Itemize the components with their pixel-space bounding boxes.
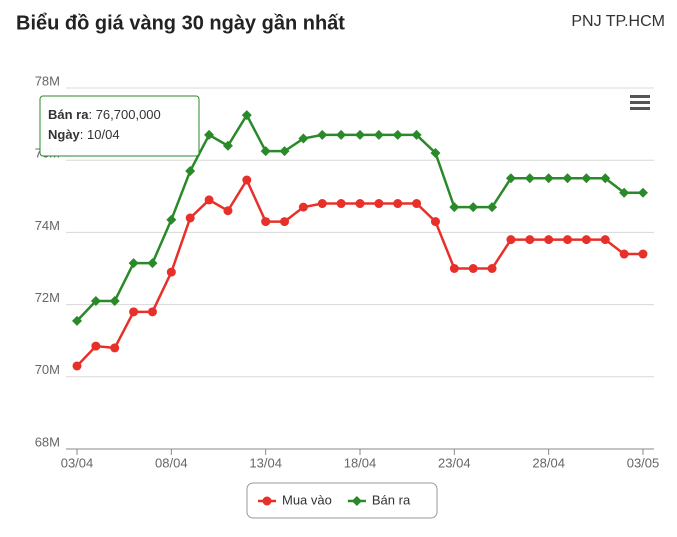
data-point: [619, 187, 630, 198]
data-point: [204, 129, 215, 140]
y-tick-label: 70M: [35, 362, 60, 377]
data-point: [449, 202, 460, 213]
data-point: [336, 199, 346, 209]
data-point: [487, 202, 498, 213]
legend-item[interactable]: Bán ra: [347, 492, 411, 507]
data-point: [298, 133, 309, 144]
data-point: [166, 267, 176, 277]
data-point: [487, 264, 497, 273]
tooltip-row: Ngày: 10/04: [48, 127, 120, 142]
data-point: [581, 235, 591, 245]
data-point: [109, 295, 120, 306]
x-tick-label: 03/04: [61, 455, 94, 470]
data-point: [128, 258, 139, 269]
data-point: [336, 129, 347, 140]
data-point: [317, 199, 327, 209]
x-tick-label: 03/05: [627, 455, 660, 470]
data-point: [506, 235, 516, 245]
data-point: [468, 264, 478, 273]
legend: Mua vào Bán ra: [246, 482, 438, 519]
data-point: [374, 199, 384, 209]
menu-icon[interactable]: [630, 95, 650, 110]
data-point: [524, 173, 535, 184]
data-point: [110, 343, 120, 353]
data-point: [430, 217, 440, 227]
x-tick-label: 18/04: [344, 455, 377, 470]
menu-bar[interactable]: [630, 107, 650, 110]
legend-label: Bán ra: [372, 492, 411, 507]
data-point: [166, 214, 177, 225]
data-point: [280, 217, 290, 227]
data-point: [600, 173, 611, 184]
legend-label: Mua vào: [282, 492, 332, 507]
data-point: [544, 235, 554, 245]
data-point: [468, 202, 479, 213]
data-point: [392, 129, 403, 140]
data-point: [638, 187, 648, 198]
data-point: [411, 129, 422, 140]
data-point: [619, 249, 629, 259]
tooltip-value: 10/04: [87, 127, 120, 142]
tooltip-box: [39, 95, 200, 157]
legend-box: [246, 482, 438, 519]
tooltip-value: 76,700,000: [96, 107, 161, 122]
data-point: [241, 110, 252, 121]
data-point: [261, 217, 271, 227]
legend-marker: [351, 496, 362, 506]
data-point: [581, 173, 592, 184]
y-tick-label: 78M: [35, 73, 60, 88]
data-point: [72, 315, 82, 326]
chart-subtitle: PNJ TP.HCM: [571, 13, 665, 30]
data-point: [505, 173, 516, 184]
data-point: [222, 140, 233, 151]
tooltip-label: Ngày: [48, 127, 81, 142]
data-point: [91, 341, 101, 351]
data-point: [90, 295, 101, 306]
data-point: [373, 129, 384, 140]
data-point: [355, 129, 365, 140]
data-point: [223, 206, 233, 216]
menu-bar[interactable]: [630, 95, 650, 98]
data-point: [185, 213, 195, 223]
data-point: [298, 202, 308, 212]
x-tick-label: 23/04: [438, 455, 471, 470]
legend-item[interactable]: Mua vào: [258, 492, 332, 507]
data-point: [600, 235, 610, 245]
data-point: [355, 199, 365, 209]
x-tick-label: 28/04: [532, 455, 565, 470]
data-point: [393, 199, 403, 209]
tooltip: Bán ra: 76,700,000 Ngày: 10/04: [39, 95, 200, 157]
x-tick-label: 13/04: [249, 455, 282, 470]
data-point: [525, 235, 535, 245]
legend-marker: [262, 496, 272, 506]
chart-title: Biểu đồ giá vàng 30 ngày gần nhất: [16, 12, 345, 34]
data-point: [543, 173, 554, 184]
data-point: [562, 173, 573, 184]
data-point: [563, 235, 573, 245]
data-point: [204, 195, 214, 205]
data-point: [638, 249, 648, 259]
tooltip-row: Bán ra: 76,700,000: [48, 107, 161, 122]
data-point: [242, 175, 252, 185]
data-point: [147, 258, 158, 269]
data-point: [72, 361, 82, 371]
tooltip-label: Bán ra: [48, 107, 89, 122]
y-tick-label: 68M: [35, 434, 60, 449]
data-point: [147, 307, 157, 317]
data-point: [129, 307, 139, 317]
data-point: [185, 166, 196, 177]
y-tick-label: 74M: [35, 218, 60, 233]
data-point: [279, 146, 290, 157]
menu-bar[interactable]: [630, 101, 650, 104]
data-point: [260, 146, 271, 157]
data-point: [430, 147, 441, 158]
x-tick-label: 08/04: [155, 455, 188, 470]
data-point: [412, 199, 422, 209]
data-point: [449, 264, 459, 273]
y-tick-label: 72M: [35, 290, 60, 305]
data-point: [317, 129, 328, 140]
